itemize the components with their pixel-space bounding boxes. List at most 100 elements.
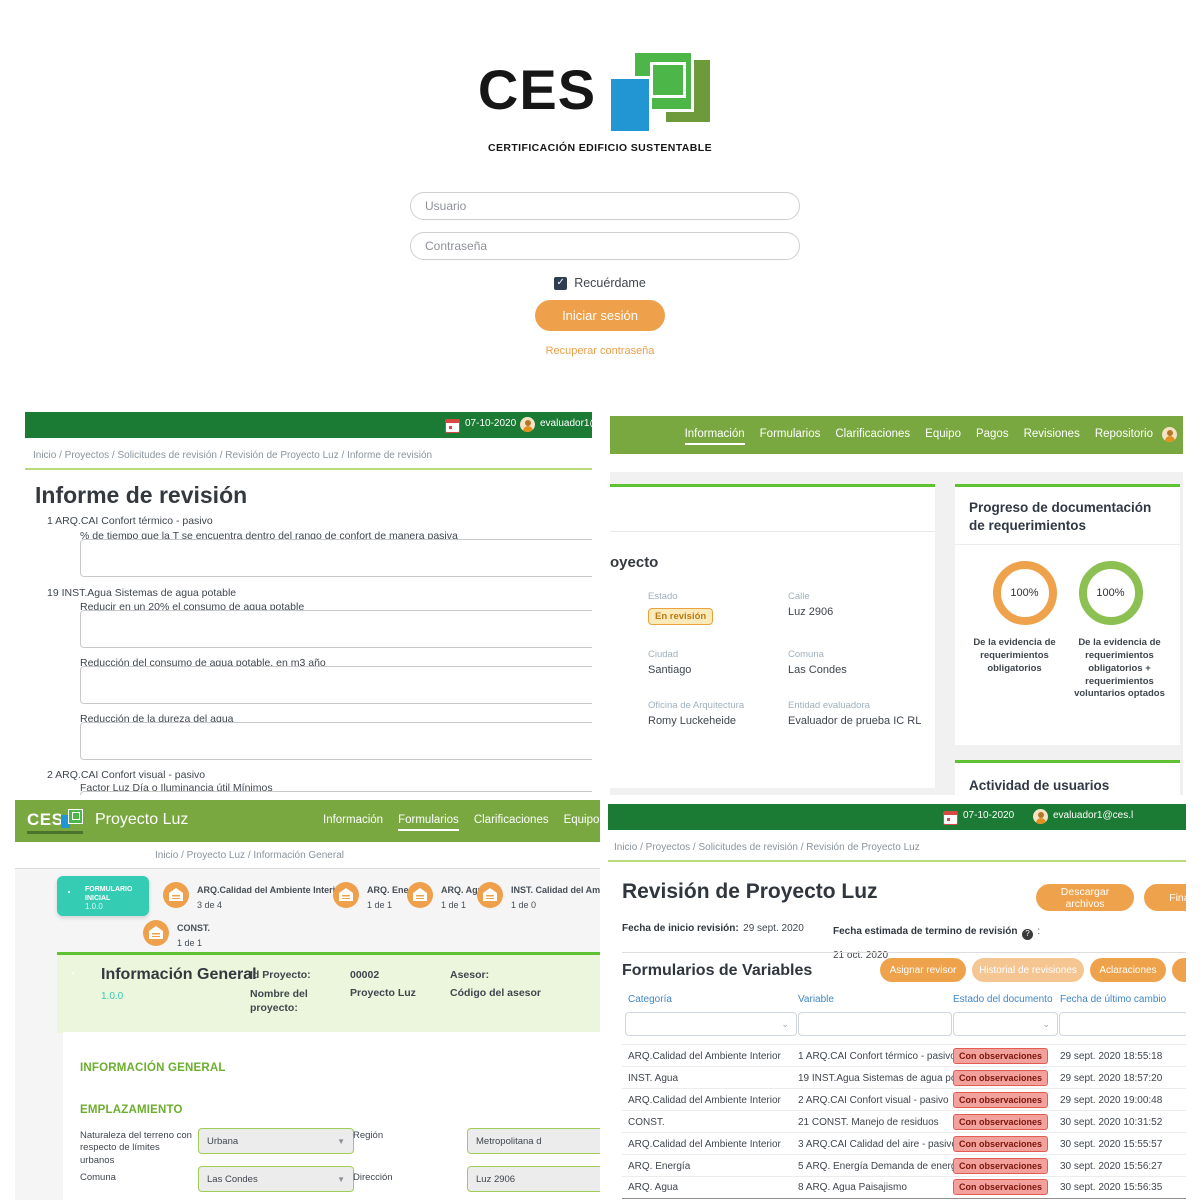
breadcrumb[interactable]: Inicio / Proyectos / Solicitudes de revi… bbox=[614, 842, 920, 853]
user-avatar[interactable] bbox=[520, 417, 535, 432]
answer-textarea[interactable] bbox=[80, 791, 592, 795]
categoria-filter-select[interactable]: ⌄ bbox=[625, 1012, 797, 1036]
col-header-variable[interactable]: Variable bbox=[798, 994, 834, 1005]
page-header-title: Proyecto Luz bbox=[95, 811, 189, 828]
assign-reviewer-button[interactable]: Asignar revisor bbox=[880, 958, 966, 982]
form-item-arq-energia[interactable]: ARQ. Energía 1 de 1 bbox=[333, 880, 425, 910]
start-date: Fecha de inicio revisión: 29 sept. 2020 bbox=[622, 923, 804, 934]
col-header-categoria[interactable]: Categoría bbox=[628, 994, 672, 1005]
answer-textarea[interactable] bbox=[80, 722, 592, 760]
table-row[interactable]: ARQ.Calidad del Ambiente Interior 3 ARQ.… bbox=[622, 1132, 1186, 1155]
table-row[interactable]: CONST. 21 CONST. Manejo de residuos Con … bbox=[622, 1110, 1186, 1133]
info-card-version: 1.0.0 bbox=[101, 991, 124, 1002]
form-item-const[interactable]: CONST. 1 de 1 bbox=[143, 918, 210, 948]
advisor-value: Código del asesor bbox=[450, 987, 542, 999]
comuna-select[interactable]: Las Condes ▼ bbox=[198, 1166, 354, 1192]
activity-card: Actividad de usuarios bbox=[955, 760, 1180, 795]
building-icon bbox=[163, 882, 189, 908]
section-emplazamiento: EMPLAZAMIENTO bbox=[80, 1104, 183, 1116]
end-date: Fecha estimada de termino de revisión ? … bbox=[833, 926, 1041, 961]
chevron-down-icon: ▼ bbox=[337, 1174, 345, 1184]
nav-clarificaciones[interactable]: Clarificaciones bbox=[835, 428, 911, 440]
answer-textarea[interactable] bbox=[80, 539, 592, 577]
building-icon bbox=[407, 882, 433, 908]
nav-clarificaciones[interactable]: Clarificaciones bbox=[473, 814, 549, 826]
user-avatar[interactable] bbox=[1033, 809, 1048, 824]
topbar-user[interactable]: evaluador1@c bbox=[540, 418, 592, 429]
table-row[interactable]: ARQ. Energía 5 ARQ. Energía Demanda de e… bbox=[622, 1154, 1186, 1177]
variable-filter-input[interactable] bbox=[798, 1012, 952, 1036]
estado-filter-select[interactable]: ⌄ bbox=[953, 1012, 1058, 1036]
nav-informacion[interactable]: Información bbox=[323, 814, 384, 826]
project-navbar: Información Formularios Clarificaciones … bbox=[610, 416, 1183, 454]
table-row[interactable]: INST. Agua 19 INST.Agua Sistemas de agua… bbox=[622, 1066, 1186, 1089]
info-general-card: Información General 1.0.0 Id Proyecto: 0… bbox=[57, 952, 600, 1033]
progress-card: Progreso de documentación de requerimien… bbox=[955, 484, 1180, 745]
building-icon bbox=[333, 882, 359, 908]
col-header-fecha[interactable]: Fecha de último cambio bbox=[1060, 994, 1167, 1005]
col-header-estado[interactable]: Estado del documento bbox=[953, 994, 1053, 1005]
calendar-icon bbox=[943, 811, 958, 825]
form-navbar: CES Proyecto Luz Información Formularios… bbox=[15, 800, 600, 842]
login-button[interactable]: Iniciar sesión bbox=[535, 300, 665, 331]
activity-title: Actividad de usuarios bbox=[969, 778, 1110, 793]
ces-logo: CES bbox=[410, 50, 790, 140]
form-item-inst-cai[interactable]: INST. Calidad del Ambiente Inter 1 de 0 bbox=[477, 880, 600, 910]
section-informacion-general: INFORMACIÓN GENERAL bbox=[80, 1062, 226, 1074]
revision-history-button[interactable]: Historial de revisiones bbox=[972, 958, 1084, 982]
fecha-filter-input[interactable] bbox=[1059, 1012, 1186, 1036]
chevron-down-icon: ⌄ bbox=[1042, 1018, 1050, 1029]
calendar-icon bbox=[445, 419, 460, 433]
direccion-input[interactable]: Luz 2906 bbox=[467, 1166, 600, 1192]
answer-textarea[interactable] bbox=[80, 610, 592, 648]
breadcrumb[interactable]: Inicio / Proyectos / Solicitudes de revi… bbox=[33, 450, 433, 461]
form-item-arq-cai[interactable]: ARQ.Calidad del Ambiente Interior 3 de 4 bbox=[163, 880, 344, 910]
nav-informacion[interactable]: Información bbox=[684, 428, 745, 445]
nav-formularios[interactable]: Formularios bbox=[759, 428, 821, 440]
status-badge: En revisión bbox=[648, 608, 714, 625]
form-card-inicial[interactable]: FORMULARIO INICIAL 1.0.0 bbox=[57, 876, 149, 916]
nav-revisiones[interactable]: Revisiones bbox=[1023, 428, 1080, 440]
formula-button[interactable]: Formula bbox=[1172, 958, 1186, 982]
username-input[interactable] bbox=[410, 192, 800, 220]
region-select[interactable]: Metropolitana d bbox=[467, 1128, 600, 1154]
field-label-comuna: Comuna bbox=[80, 1172, 116, 1183]
revision-topbar: 07-10-2020 evaluador1@ces.l bbox=[608, 804, 1186, 830]
field-label-naturaleza: Naturaleza del terreno con respecto de l… bbox=[80, 1130, 192, 1166]
help-icon[interactable]: ? bbox=[1021, 928, 1033, 940]
finalize-button[interactable]: Finalizar bbox=[1144, 884, 1186, 911]
user-avatar[interactable] bbox=[1162, 427, 1177, 442]
nav-repositorio[interactable]: Repositorio bbox=[1094, 428, 1153, 440]
nav-equipo[interactable]: Equipo bbox=[925, 428, 961, 440]
building-icon bbox=[477, 882, 503, 908]
form-item-arq-agua[interactable]: ARQ. Agua 1 de 1 bbox=[407, 880, 488, 910]
download-files-button[interactable]: Descargar archivos bbox=[1036, 884, 1134, 911]
topbar-user[interactable]: evaluador1@ces.l bbox=[1053, 810, 1134, 821]
table-row[interactable]: ARQ.Calidad del Ambiente Interior 1 ARQ.… bbox=[622, 1044, 1186, 1067]
field-ciudad: Ciudad Santiago bbox=[648, 649, 692, 676]
table-row[interactable]: ARQ. Agua 8 ARQ. Agua Paisajismo Con obs… bbox=[622, 1176, 1186, 1199]
breadcrumb[interactable]: Inicio / Proyecto Luz / Información Gene… bbox=[155, 850, 344, 861]
naturaleza-select[interactable]: Urbana ▼ bbox=[198, 1128, 354, 1154]
remember-checkbox[interactable]: ✓ bbox=[554, 276, 568, 290]
nav-formularios[interactable]: Formularios bbox=[398, 814, 459, 831]
login-screen: CES CERTIFICACIÓN EDIFICIO SUSTENTABLE ✓… bbox=[0, 50, 1200, 380]
field-oficina: Oficina de Arquitectura Romy Luckeheide bbox=[648, 700, 745, 727]
name-label: Nombre del proyecto: bbox=[250, 988, 308, 1015]
recover-password-link[interactable]: Recuperar contraseña bbox=[545, 345, 655, 357]
status-badge: Con observaciones bbox=[953, 1048, 1049, 1064]
field-label-direccion: Dirección bbox=[353, 1172, 393, 1183]
chevron-down-icon: ▼ bbox=[337, 1136, 345, 1146]
status-badge: Con observaciones bbox=[953, 1136, 1049, 1152]
nav-pagos[interactable]: Pagos bbox=[975, 428, 1009, 440]
field-estado: Estado En revisión bbox=[648, 591, 788, 625]
password-input[interactable] bbox=[410, 232, 800, 260]
answer-textarea[interactable] bbox=[80, 666, 592, 704]
clarifications-button[interactable]: Aclaraciones bbox=[1090, 958, 1166, 982]
nav-equipo[interactable]: Equipo bbox=[563, 814, 600, 826]
form-card-version: 1.0.0 bbox=[85, 902, 103, 911]
project-info-panel: Información Formularios Clarificaciones … bbox=[610, 410, 1183, 795]
table-row[interactable]: ARQ.Calidad del Ambiente Interior 2 ARQ.… bbox=[622, 1088, 1186, 1111]
ring-caption: De la evidencia de requerimientos obliga… bbox=[973, 637, 1056, 674]
